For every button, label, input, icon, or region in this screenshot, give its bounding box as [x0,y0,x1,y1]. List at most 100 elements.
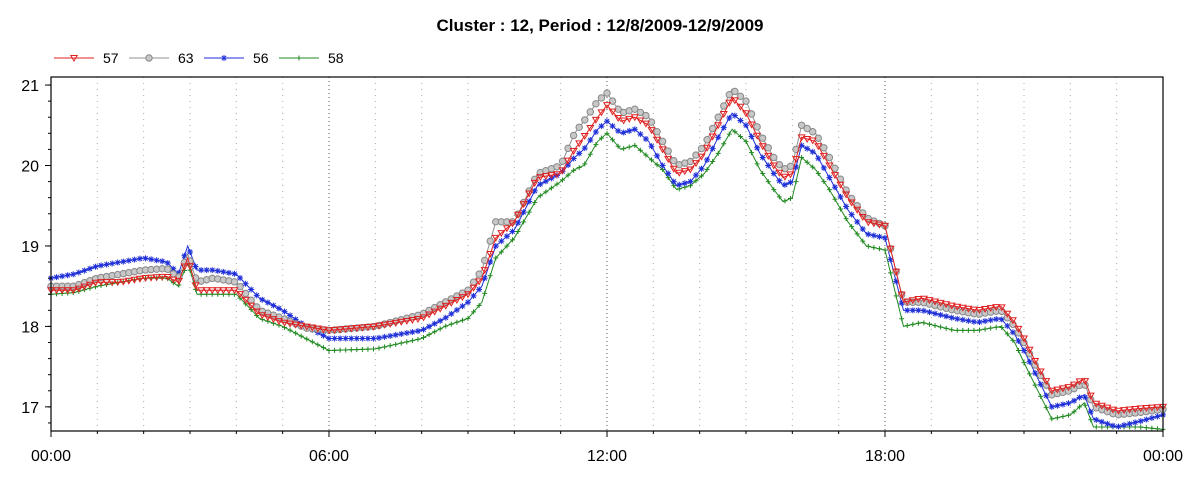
data-point-56 [70,271,77,278]
data-point-56 [970,318,977,325]
data-point-57 [1031,358,1040,365]
legend-marker [145,54,153,62]
data-point-63 [647,118,656,126]
y-tick-label: 18 [21,319,39,336]
legend-item-57: 57 [54,50,119,66]
data-point-57 [942,301,951,309]
data-point-56 [648,143,655,150]
data-point-58 [1060,414,1066,420]
data-point-57 [324,327,334,335]
data-point-57 [1025,346,1034,354]
data-point-58 [560,177,566,183]
data-point-57 [135,275,145,283]
data-point-58 [621,146,627,152]
data-point-57 [597,109,606,117]
data-point-56 [1037,381,1044,388]
data-point-57 [174,277,183,285]
data-point-58 [926,321,932,327]
data-point-58 [459,317,465,323]
data-point-57 [725,99,734,107]
x-tick-label: 18:00 [865,448,905,465]
data-point-58 [543,189,549,195]
data-point-58 [765,179,771,185]
data-point-56 [565,161,572,168]
data-point-56 [1132,419,1139,426]
data-point-57 [647,127,656,135]
data-point-57 [547,172,556,180]
data-point-57 [452,297,461,305]
data-point-56 [553,172,560,179]
data-point-57 [1114,407,1123,415]
data-point-56 [609,123,616,130]
data-point-56 [893,278,900,285]
data-point-56 [737,117,744,124]
data-point-57 [975,306,984,314]
data-point-56 [487,259,494,266]
data-point-58 [398,340,404,346]
data-point-57 [213,287,222,295]
data-point-56 [848,211,855,218]
data-point-57 [63,287,72,295]
data-point-56 [809,148,816,155]
data-point-57 [358,324,367,332]
data-point-57 [352,325,361,333]
data-point-56 [359,335,366,342]
data-point-56 [1021,347,1027,354]
data-point-57 [530,179,539,187]
data-point-56 [509,228,516,235]
data-point-56 [954,315,961,322]
data-point-57 [124,277,133,285]
data-point-57 [552,171,562,179]
data-point-57 [1142,405,1151,413]
data-point-63 [581,116,589,124]
legend-item-58: 58 [279,50,344,66]
data-point-58 [1082,402,1088,408]
data-point-63 [658,137,667,146]
data-point-58 [815,171,821,177]
data-point-56 [1098,418,1105,425]
data-point-57 [197,287,206,295]
data-point-58 [910,321,916,327]
data-point-56 [453,306,460,313]
data-point-56 [1015,337,1022,344]
data-point-56 [364,335,371,342]
data-point-56 [459,303,466,310]
data-point-58 [749,150,755,156]
data-point-56 [125,257,132,264]
data-point-57 [491,234,500,242]
data-point-57 [1103,404,1112,412]
data-point-58 [432,329,438,335]
data-point-56 [214,267,221,274]
legend-item-56: 56 [204,50,269,66]
data-point-56 [965,317,972,324]
data-point-56 [887,256,894,263]
data-point-57 [147,274,156,282]
data-point-57 [1125,406,1134,414]
data-point-58 [710,158,716,164]
data-point-57 [1147,404,1156,412]
data-point-56 [704,156,711,163]
data-point-57 [419,314,428,322]
data-point-56 [765,162,772,169]
data-point-58 [648,157,654,163]
data-point-57 [141,275,150,283]
data-point-56 [103,261,110,268]
data-point-58 [726,131,732,137]
data-point-58 [509,237,515,243]
data-point-56 [826,174,833,181]
data-point-56 [1104,420,1111,427]
data-point-58 [493,255,499,261]
data-point-63 [553,163,561,171]
data-point-56 [1115,423,1122,430]
data-point-63 [697,144,706,153]
data-point-63 [758,134,767,142]
data-point-56 [503,233,510,240]
data-point-58 [1010,337,1016,343]
data-point-57 [413,316,423,324]
data-point-56 [943,313,950,320]
data-point-57 [513,211,523,219]
data-point-63 [469,278,478,286]
data-point-58 [715,150,721,156]
chart-title: Cluster : 12, Period : 12/8/2009-12/9/20… [437,16,764,35]
